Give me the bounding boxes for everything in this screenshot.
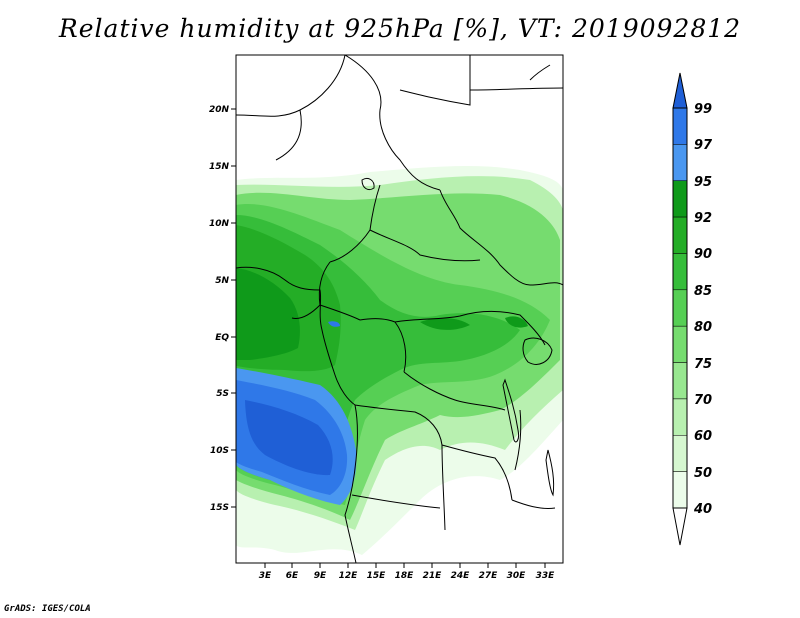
border xyxy=(351,494,441,509)
rh-patch xyxy=(420,318,470,330)
lat-label: 10S xyxy=(210,446,229,456)
lon-ticks xyxy=(264,563,546,568)
border xyxy=(469,87,563,91)
west-africa-coastline xyxy=(236,266,358,563)
colorbar-frame xyxy=(672,107,688,509)
colorbar-label: 40 xyxy=(693,502,712,517)
border xyxy=(399,55,471,106)
lon-label: 33E xyxy=(536,571,556,581)
border xyxy=(511,499,556,509)
lat-label: 5S xyxy=(216,389,229,399)
colorbar-swatch xyxy=(672,325,688,363)
lon-label: 12E xyxy=(339,571,359,581)
colorbar-label: 70 xyxy=(694,393,712,408)
colorbar-label: 60 xyxy=(694,429,712,444)
colorbar-swatch xyxy=(672,289,688,327)
colorbar-swatch xyxy=(672,435,688,472)
colorbar-top-arrow xyxy=(672,72,688,109)
map-frame xyxy=(235,54,564,564)
rh-zone-99 xyxy=(245,400,333,476)
rh-patch xyxy=(505,316,528,328)
colorbar-label: 80 xyxy=(694,320,712,335)
border xyxy=(403,371,506,411)
colorbar-label: 92 xyxy=(694,211,712,226)
colorbar-bottom-arrow xyxy=(672,507,688,546)
colorbar-label: 90 xyxy=(694,247,712,262)
lon-labels: 3E 6E 9E 12E 15E 18E 21E 24E 27E 30E 33E xyxy=(259,571,555,581)
lake-malawi xyxy=(545,449,555,497)
lon-label: 18E xyxy=(395,571,415,581)
border xyxy=(441,444,513,501)
lon-label: 27E xyxy=(479,571,499,581)
lat-label: EQ xyxy=(215,333,229,343)
colorbar-label: 85 xyxy=(694,284,712,299)
lat-labels: 20N 15N 10N 5N EQ 5S 10S 15S xyxy=(209,105,230,513)
colorbar-swatch xyxy=(672,398,688,436)
rh-zone-92 xyxy=(236,268,300,360)
border xyxy=(439,189,563,286)
colorbar-label: 97 xyxy=(694,138,713,153)
border xyxy=(275,109,302,161)
lon-label: 6E xyxy=(286,571,299,581)
humidity-field xyxy=(236,166,563,555)
red-sea-coast xyxy=(529,64,551,81)
grads-credit: GrADS: IGES/COLA xyxy=(4,604,91,614)
lon-label: 24E xyxy=(451,571,471,581)
map-title: Relative humidity at 925hPa [%], VT: 201… xyxy=(58,14,742,43)
colorbar-swatch xyxy=(672,144,688,181)
lat-label: 5N xyxy=(215,276,229,286)
colorbar-label: 50 xyxy=(694,466,712,481)
border xyxy=(514,409,522,471)
colorbar-label: 95 xyxy=(694,175,712,190)
colorbar-label: 99 xyxy=(694,102,712,117)
colorbar: 99 97 95 92 90 85 80 75 70 60 50 40 xyxy=(672,72,713,546)
border xyxy=(236,55,346,117)
colorbar-swatch xyxy=(672,107,688,145)
rh-patch xyxy=(328,321,340,327)
lon-label: 30E xyxy=(507,571,527,581)
lon-label: 3E xyxy=(259,571,272,581)
colorbar-swatch xyxy=(672,362,688,400)
lat-label: 20N xyxy=(209,105,230,115)
colorbar-swatch xyxy=(672,253,688,291)
border xyxy=(344,55,441,191)
country-borders xyxy=(236,55,563,563)
border xyxy=(369,229,481,262)
lat-label: 10N xyxy=(209,219,230,229)
lat-label: 15N xyxy=(209,162,230,172)
lake-tanganyika xyxy=(502,378,519,443)
lon-label: 15E xyxy=(367,571,387,581)
colorbar-swatch xyxy=(672,471,688,509)
colorbar-swatch xyxy=(672,180,688,218)
lat-ticks xyxy=(231,108,236,508)
lake-chad xyxy=(361,177,375,191)
colorbar-swatch xyxy=(672,216,688,254)
border xyxy=(354,404,446,531)
lat-label: 15S xyxy=(210,503,229,513)
border xyxy=(394,310,546,346)
colorbar-label: 75 xyxy=(694,357,712,372)
lon-label: 9E xyxy=(314,571,327,581)
lon-label: 21E xyxy=(423,571,443,581)
border xyxy=(291,304,321,319)
lake-victoria xyxy=(522,337,553,365)
